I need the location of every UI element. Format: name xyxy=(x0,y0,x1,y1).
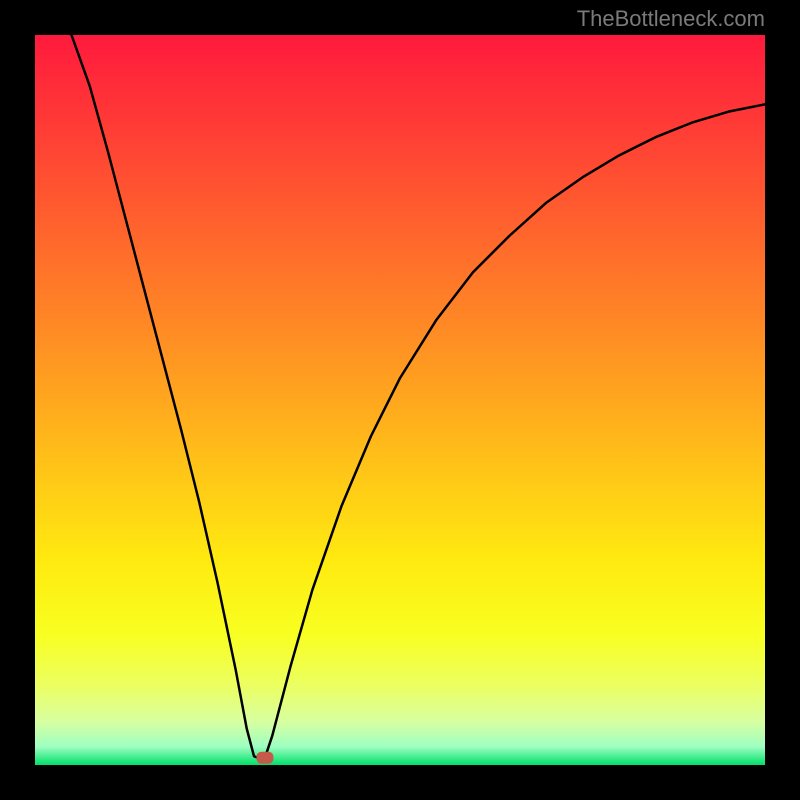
watermark-text: TheBottleneck.com xyxy=(577,6,765,32)
plot-area xyxy=(35,35,765,765)
chart-frame: TheBottleneck.com xyxy=(0,0,800,800)
marker-layer xyxy=(35,35,765,765)
optimal-point-marker xyxy=(256,752,273,764)
